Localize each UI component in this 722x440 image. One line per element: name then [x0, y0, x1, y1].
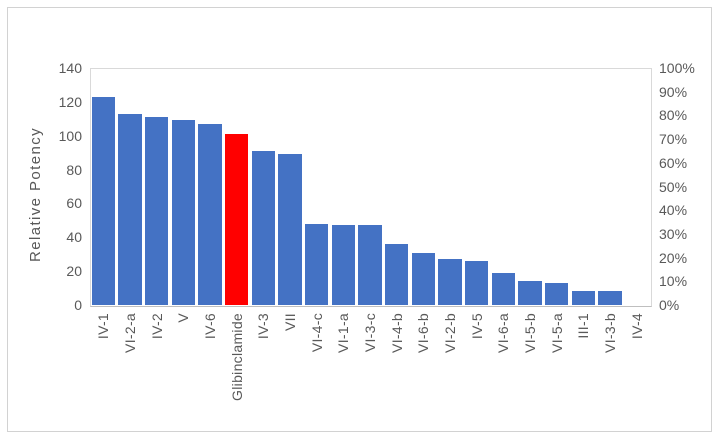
x-category-label-text: VI-3-b [601, 313, 618, 353]
right-axis-tick-10pct: 10% [659, 273, 688, 290]
x-category-label-vi-4-c: VI-4-c [303, 313, 330, 439]
x-category-label-text: VI-2-b [441, 313, 458, 353]
x-category-label-text: VI-4-b [388, 313, 405, 353]
bar-vi-4-c [304, 223, 329, 305]
x-category-label-text: VI-4-c [308, 313, 325, 353]
x-category-label-iv-1: IV-1 [90, 313, 117, 439]
right-axis-tick-20pct: 20% [659, 249, 688, 266]
bar-iv-1 [91, 96, 116, 305]
x-category-label-vi-5-a: VI-5-a [543, 313, 570, 439]
x-category-label-vi-5-b: VI-5-b [517, 313, 544, 439]
right-axis-tick-0pct: 0% [659, 297, 680, 313]
bar-vii [278, 154, 302, 305]
bar-iv-3 [251, 150, 276, 305]
bar-iv-5 [464, 260, 489, 305]
left-axis-tick-120: 120 [58, 93, 82, 110]
right-axis-tick-30pct: 30% [659, 225, 688, 242]
x-category-label-vi-6-b: VI-6-b [410, 313, 437, 439]
x-category-label-glibinclamide: Glibinclamide [223, 313, 250, 439]
right-axis-tick-50pct: 50% [659, 178, 688, 195]
right-axis-tick-40pct: 40% [659, 202, 688, 219]
x-category-label-text: VI-2-a [121, 313, 138, 353]
x-category-label-vi-1-a: VI-1-a [330, 313, 357, 439]
left-axis-tick-140: 140 [58, 60, 82, 76]
bar-vi-3-c [358, 225, 382, 305]
bar-v [171, 120, 196, 305]
x-category-label-vi-4-b: VI-4-b [383, 313, 410, 439]
left-axis-tick-40: 40 [66, 229, 82, 246]
bar-vi-1-a [331, 225, 356, 305]
bar-glibinclamide [224, 134, 249, 305]
bar-vi-6-b [411, 252, 436, 305]
bar-iv-2 [144, 117, 169, 305]
x-category-label-iv-6: IV-6 [197, 313, 224, 439]
bar-vi-3-b [598, 291, 622, 305]
x-category-label-vi-3-c: VI-3-c [357, 313, 384, 439]
x-category-label-text: VI-6-a [495, 313, 512, 353]
x-category-label-text: IV-1 [95, 313, 112, 340]
x-category-label-iv-5: IV-5 [463, 313, 490, 439]
x-category-label-v: V [170, 313, 197, 439]
x-category-label-text: VI-5-b [521, 313, 538, 353]
x-category-label-text: IV-3 [255, 313, 272, 340]
left-axis-tick-20: 20 [66, 263, 82, 280]
left-axis-tick-60: 60 [66, 195, 82, 212]
bar-vi-4-b [384, 244, 409, 305]
right-axis-tick-60pct: 60% [659, 154, 688, 171]
right-axis-tick-70pct: 70% [659, 131, 688, 148]
x-category-label-iv-2: IV-2 [143, 313, 170, 439]
x-category-label-text: IV-5 [468, 313, 485, 340]
x-category-label-iii-1: III-1 [570, 313, 597, 439]
x-category-label-text: VI-5-a [548, 313, 565, 353]
x-category-label-text: VII [281, 313, 298, 332]
x-category-label-vi-6-a: VI-6-a [490, 313, 517, 439]
x-category-label-iv-4: IV-4 [623, 313, 650, 439]
x-category-label-text: IV-4 [628, 313, 645, 340]
bar-vi-5-b [518, 281, 542, 305]
right-axis-tick-100pct: 100% [659, 60, 695, 76]
left-axis-tick-80: 80 [66, 161, 82, 178]
right-axis-tick-90pct: 90% [659, 83, 688, 100]
bar-vi-5-a [544, 282, 569, 305]
x-category-label-text: IV-6 [201, 313, 218, 340]
bar-vi-2-b [438, 259, 462, 305]
bar-iii-1 [571, 291, 596, 305]
x-category-label-vi-2-b: VI-2-b [437, 313, 464, 439]
x-category-label-text: VI-3-c [361, 313, 378, 353]
x-category-label-text: Glibinclamide [228, 313, 245, 401]
bar-vi-6-a [491, 272, 516, 305]
bar-vi-2-a [118, 113, 142, 305]
x-category-label-vii: VII [277, 313, 304, 439]
x-category-label-text: V [175, 313, 192, 323]
bar-iv-6 [198, 123, 222, 305]
right-axis-tick-80pct: 80% [659, 107, 688, 124]
x-category-label-vi-3-b: VI-3-b [597, 313, 624, 439]
x-category-label-vi-2-a: VI-2-a [117, 313, 144, 439]
x-category-label-text: IV-2 [148, 313, 165, 340]
left-axis-tick-0: 0 [74, 297, 82, 313]
x-category-label-text: VI-6-b [415, 313, 432, 353]
x-category-label-text: VI-1-a [335, 313, 352, 353]
x-category-label-text: III-1 [575, 313, 592, 339]
x-category-label-iv-3: IV-3 [250, 313, 277, 439]
left-axis-tick-100: 100 [58, 127, 82, 144]
